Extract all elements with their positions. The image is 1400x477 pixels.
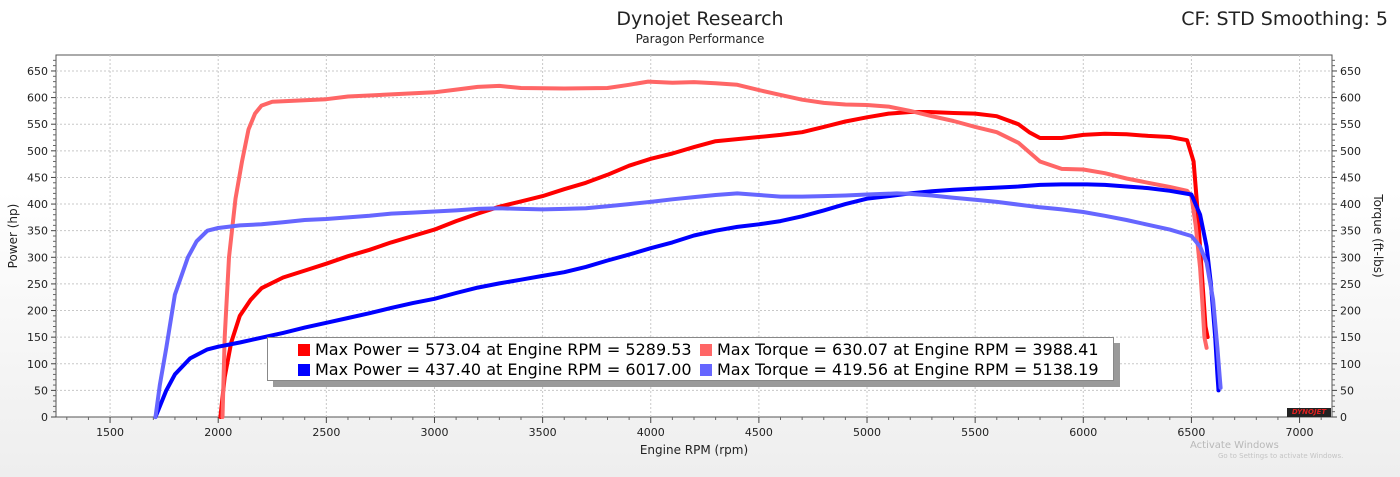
y2-tick-label: 250 bbox=[1340, 278, 1361, 291]
legend-item-power-1: Max Power = 573.04 at Engine RPM = 5289.… bbox=[298, 340, 692, 359]
y-tick-label: 50 bbox=[34, 384, 48, 397]
x-axis-label: Engine RPM (rpm) bbox=[640, 443, 748, 457]
y-tick-label: 350 bbox=[27, 225, 48, 238]
y-tick-label: 550 bbox=[27, 118, 48, 131]
legend-item-torque-2: Max Torque = 419.56 at Engine RPM = 5138… bbox=[700, 360, 1099, 379]
series-line-1 bbox=[218, 110, 1210, 419]
legend-swatch bbox=[700, 364, 712, 376]
y2-axis-label: Torque (ft-lbs) bbox=[1371, 193, 1385, 277]
y2-tick-label: 0 bbox=[1340, 411, 1347, 424]
x-tick-label: 2500 bbox=[312, 426, 340, 439]
y2-tick-label: 400 bbox=[1340, 198, 1361, 211]
legend-item-torque-1: Max Torque = 630.07 at Engine RPM = 3988… bbox=[700, 340, 1099, 359]
y2-tick-label: 200 bbox=[1340, 305, 1361, 318]
x-tick-label: 6000 bbox=[1069, 426, 1097, 439]
y-tick-label: 300 bbox=[27, 251, 48, 264]
y2-tick-label: 50 bbox=[1340, 384, 1354, 397]
y-tick-label: 250 bbox=[27, 278, 48, 291]
legend: Max Power = 573.04 at Engine RPM = 5289.… bbox=[267, 337, 1114, 381]
legend-swatch bbox=[298, 364, 310, 376]
y2-tick-label: 450 bbox=[1340, 171, 1361, 184]
series-line-2 bbox=[220, 79, 1209, 419]
legend-swatch bbox=[298, 344, 310, 356]
y2-tick-label: 150 bbox=[1340, 331, 1361, 344]
y2-tick-label: 500 bbox=[1340, 145, 1361, 158]
x-tick-label: 4500 bbox=[745, 426, 773, 439]
series-line-3 bbox=[153, 182, 1221, 419]
y-tick-label: 200 bbox=[27, 305, 48, 318]
y2-tick-label: 650 bbox=[1340, 65, 1361, 78]
y-tick-label: 600 bbox=[27, 92, 48, 105]
y-tick-label: 400 bbox=[27, 198, 48, 211]
x-tick-label: 6500 bbox=[1177, 426, 1205, 439]
chart-title: Dynojet Research bbox=[616, 8, 784, 30]
series-line-4 bbox=[153, 191, 1223, 419]
activation-watermark: Activate Windows bbox=[1190, 440, 1279, 451]
y2-tick-label: 350 bbox=[1340, 225, 1361, 238]
correction-factor-label: CF: STD Smoothing: 5 bbox=[1181, 8, 1388, 30]
legend-item-power-2: Max Power = 437.40 at Engine RPM = 6017.… bbox=[298, 360, 692, 379]
legend-swatch bbox=[700, 344, 712, 356]
y-tick-label: 150 bbox=[27, 331, 48, 344]
y2-tick-label: 100 bbox=[1340, 358, 1361, 371]
chart-subtitle: Paragon Performance bbox=[635, 32, 765, 46]
x-tick-label: 2000 bbox=[204, 426, 232, 439]
x-tick-label: 5000 bbox=[853, 426, 881, 439]
y-tick-label: 0 bbox=[41, 411, 48, 424]
activation-watermark-sub: Go to Settings to activate Windows. bbox=[1218, 452, 1344, 460]
x-tick-label: 7000 bbox=[1286, 426, 1314, 439]
x-tick-label: 3000 bbox=[420, 426, 448, 439]
y-tick-label: 100 bbox=[27, 358, 48, 371]
x-tick-label: 3500 bbox=[529, 426, 557, 439]
y-tick-label: 500 bbox=[27, 145, 48, 158]
y2-tick-label: 600 bbox=[1340, 92, 1361, 105]
axis-ticks: 1500 2000 2500 3000 3500 4000 4500 5000 5500 6000… bbox=[27, 59, 1361, 439]
x-tick-label: 1500 bbox=[96, 426, 124, 439]
series-lines bbox=[153, 79, 1223, 419]
y-tick-label: 450 bbox=[27, 171, 48, 184]
y-axis-label: Power (hp) bbox=[6, 204, 20, 269]
y2-tick-label: 550 bbox=[1340, 118, 1361, 131]
dynojet-logo: DYNOJET bbox=[1287, 408, 1331, 417]
x-tick-label: 5500 bbox=[961, 426, 989, 439]
x-tick-label: 4000 bbox=[637, 426, 665, 439]
y2-tick-label: 300 bbox=[1340, 251, 1361, 264]
y-tick-label: 650 bbox=[27, 65, 48, 78]
